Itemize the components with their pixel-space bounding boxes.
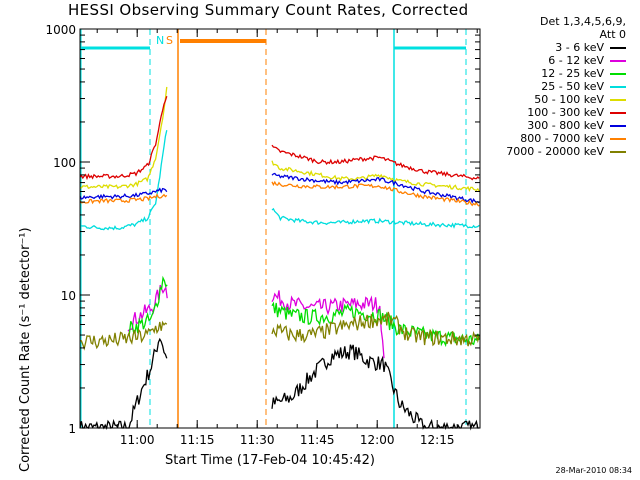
legend-label: 800 - 7000 keV [520, 132, 604, 145]
x-tick-label: 11:15 [180, 433, 215, 447]
legend-swatch [610, 99, 626, 101]
x-tick-label: 11:45 [300, 433, 335, 447]
footer-timestamp: 28-Mar-2010 08:34 [555, 466, 633, 475]
legend-header-line2: Att 0 [599, 28, 626, 41]
y-tick-label: 1 [68, 422, 76, 436]
x-tick-label: 11:30 [240, 433, 275, 447]
series-line-8 [79, 311, 480, 351]
legend-swatch [610, 112, 626, 114]
legend-label: 7000 - 20000 keV [506, 145, 604, 158]
series-line-6 [79, 172, 480, 204]
legend-label: 12 - 25 keV [541, 67, 604, 80]
legend-item-5: 100 - 300 keV [527, 106, 626, 119]
night-marker-label: N [156, 34, 164, 47]
chart-title: HESSI Observing Summary Count Rates, Cor… [68, 1, 469, 19]
legend-item-0: 3 - 6 keV [555, 41, 626, 54]
legend-item-2: 12 - 25 keV [541, 67, 626, 80]
legend-label: 300 - 800 keV [527, 119, 604, 132]
x-tick-label: 12:00 [360, 433, 395, 447]
saa-marker-label: S [166, 34, 173, 47]
legend-swatch [610, 86, 626, 88]
series-line-5 [79, 96, 480, 181]
legend-label: 100 - 300 keV [527, 106, 604, 119]
legend-label: 25 - 50 keV [541, 80, 604, 93]
legend-item-7: 800 - 7000 keV [520, 132, 626, 145]
y-tick-label: 1000 [45, 23, 76, 37]
legend-item-3: 25 - 50 keV [541, 80, 626, 93]
series-line-1 [127, 284, 385, 359]
legend-swatch [610, 151, 626, 153]
legend-label: 3 - 6 keV [555, 41, 604, 54]
legend-item-8: 7000 - 20000 keV [506, 145, 626, 158]
x-tick-label: 12:15 [420, 433, 455, 447]
legend-item-6: 300 - 800 keV [527, 119, 626, 132]
x-axis-label: Start Time (17-Feb-04 10:45:42) [165, 453, 375, 468]
y-tick-label: 100 [53, 156, 76, 170]
legend-label: 50 - 100 keV [534, 93, 604, 106]
legend-item-4: 50 - 100 keV [534, 93, 626, 106]
series-line-3 [79, 130, 480, 231]
series-line-7 [79, 180, 480, 207]
legend-swatch [610, 125, 626, 127]
x-tick-label: 11:00 [120, 433, 155, 447]
legend-swatch [610, 73, 626, 75]
y-axis-label: Corrected Count Rate (s⁻¹ detector⁻¹) [18, 227, 33, 472]
plot-frame [79, 28, 481, 429]
legend-swatch [610, 60, 626, 62]
y-tick-label: 10 [61, 289, 76, 303]
legend-label: 6 - 12 keV [548, 54, 604, 67]
legend-swatch [610, 138, 626, 140]
legend-item-1: 6 - 12 keV [548, 54, 626, 67]
legend-swatch [610, 47, 626, 49]
series-line-0 [79, 337, 480, 431]
legend-header-line1: Det 1,3,4,5,6,9, [539, 15, 626, 28]
series-line-4 [80, 86, 480, 192]
